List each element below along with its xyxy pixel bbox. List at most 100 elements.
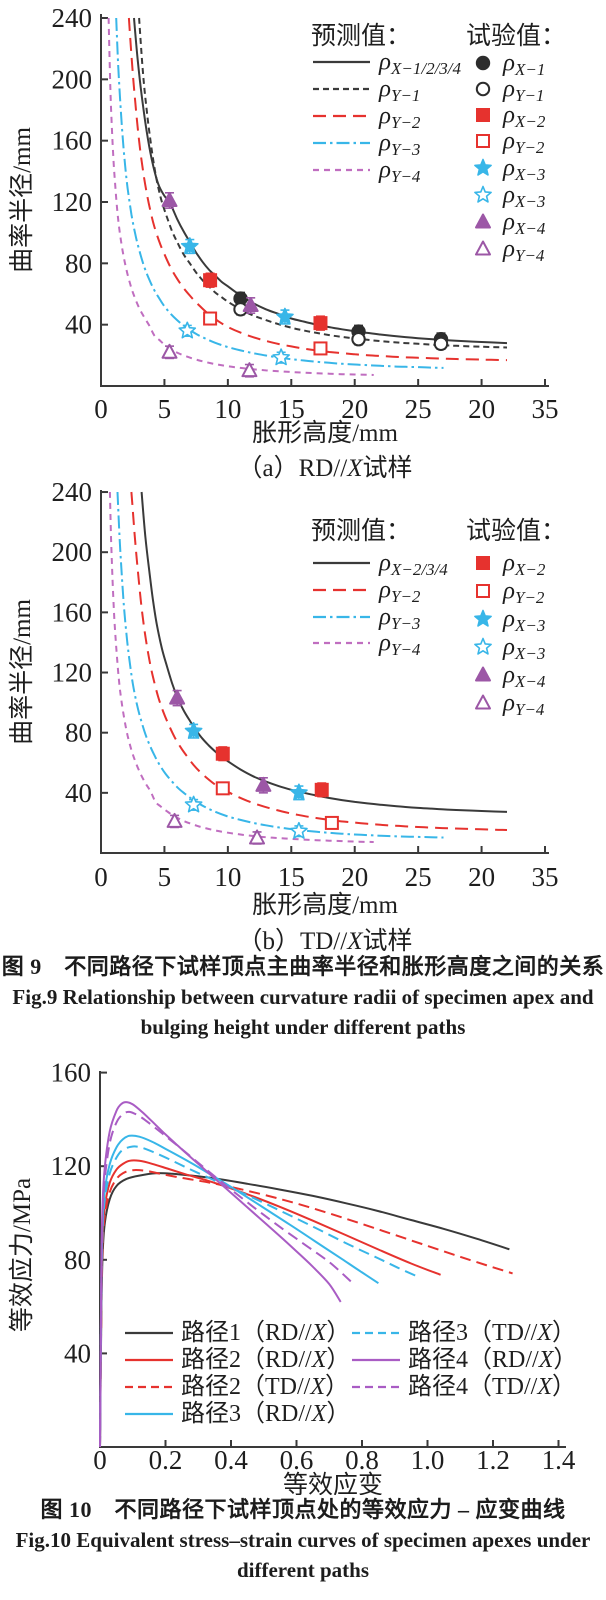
x-tick-label: 0.4 xyxy=(214,1445,248,1475)
square-marker xyxy=(215,781,230,796)
y-axis-title: 等效应力/MPa xyxy=(8,1178,36,1332)
y-tick-label: 200 xyxy=(52,64,93,94)
fig10-caption-en1: Fig.10 Equivalent stress–strain curves o… xyxy=(15,1528,591,1552)
star-marker xyxy=(474,637,492,655)
x-tick-label: 20 xyxy=(468,394,495,424)
fig10-block: 0 0.2 0.4 0.6 0.8 1.0 1.2 1.4 40 80 120 160 等效应变 等效应力… xyxy=(0,1055,606,1495)
triangle-marker xyxy=(161,343,178,359)
text-label: 路径1（RD//X） xyxy=(181,1319,350,1346)
x-tick-label: 0 xyxy=(93,1445,107,1475)
legend-label: ρY−2 xyxy=(502,128,545,157)
triangle-marker xyxy=(475,213,491,229)
x-tick-label: 1.4 xyxy=(542,1445,576,1475)
x-tick-label: 20 xyxy=(341,394,368,424)
star-marker xyxy=(474,158,492,176)
stress-curve-4 xyxy=(99,1145,419,1448)
y-tick-label: 200 xyxy=(52,537,93,567)
series-star-open xyxy=(184,795,308,839)
legend-label: ρY−2 xyxy=(502,578,545,607)
y-tick-label: 80 xyxy=(65,248,92,278)
stress-curve-2 xyxy=(99,1169,513,1448)
series-square-open xyxy=(203,311,328,356)
y-tick-label: 120 xyxy=(52,658,93,688)
legend-label: ρX−1 xyxy=(502,50,545,79)
y-axis-title: 曲率半径/mm xyxy=(8,127,36,273)
x-axis-title: 胀形高度/mm xyxy=(252,891,398,919)
x-tick-label: 5 xyxy=(158,394,172,424)
x-axis-title: 等效应变 xyxy=(283,1471,383,1495)
legend-label: ρX−2 xyxy=(502,102,546,131)
circle-marker xyxy=(475,55,491,71)
x-tick-label: 25 xyxy=(405,862,432,892)
series-triangle-open xyxy=(166,812,266,845)
text-label: 路径4（TD//X） xyxy=(408,1373,576,1400)
fig10-caption-en2: different paths xyxy=(236,1558,370,1582)
x-tick-label: 10 xyxy=(214,862,241,892)
triangle-marker xyxy=(249,829,266,845)
fig9-caption-en2: bulging height under different paths xyxy=(140,1015,466,1039)
x-tick-label: 20 xyxy=(468,862,495,892)
text-label: （a）RD//X试样 xyxy=(237,454,412,481)
legend-label: ρY−2 xyxy=(378,577,421,606)
y-tick-label: 160 xyxy=(52,597,93,627)
x-tick-label: 35 xyxy=(532,394,559,424)
triangle-marker xyxy=(169,689,186,705)
square-marker xyxy=(313,316,328,331)
curve-rho-X−2/3/4 xyxy=(140,491,508,813)
square-marker xyxy=(476,584,490,598)
square-marker xyxy=(203,273,218,288)
fig10-caption-cn: 图 10 不同路径下试样顶点处的等效应力 – 应变曲线 xyxy=(40,1497,566,1522)
star-marker xyxy=(272,348,291,366)
legend-label: ρY−2 xyxy=(378,103,421,132)
legend-label: ρY−3 xyxy=(378,604,420,633)
legend-label: ρY−3 xyxy=(378,130,420,159)
legend-label: ρX−3 xyxy=(502,155,545,184)
x-axis-title: 胀形高度/mm xyxy=(252,419,398,447)
square-marker xyxy=(313,341,328,356)
circle-marker xyxy=(433,336,449,352)
y-tick-label: 120 xyxy=(51,1151,92,1181)
text-label: 路径3（TD//X） xyxy=(408,1319,576,1346)
y-tick-label: 240 xyxy=(52,477,93,507)
series-triangle-filled xyxy=(169,689,272,794)
star-marker xyxy=(180,237,199,255)
fig9b-chart: 0 5 10 15 20 25 20 35 40 80 120 160 200 240 胀形高度/mm 曲率半… xyxy=(8,477,566,954)
circle-marker xyxy=(475,81,491,97)
x-tick-label: 20 xyxy=(341,862,368,892)
triangle-marker xyxy=(475,666,491,682)
star-marker xyxy=(184,721,203,739)
y-tick-label: 240 xyxy=(52,3,93,33)
y-tick-label: 40 xyxy=(65,778,92,808)
square-marker xyxy=(324,815,339,830)
legend-header-experimental: 试验值： xyxy=(466,22,566,50)
series-star-open xyxy=(178,321,291,366)
x-tick-label: 5 xyxy=(158,862,172,892)
square-marker xyxy=(476,556,490,570)
curve-rho-Y−2 xyxy=(130,491,508,831)
legend-label: ρX−2/3/4 xyxy=(378,550,448,579)
curve-rho-Y−1 xyxy=(138,17,508,349)
y-tick-label: 80 xyxy=(64,1245,91,1275)
star-marker xyxy=(474,609,492,627)
fig9-caption-cn: 图 9 不同路径下试样顶点主曲率半径和胀形高度之间的关系 xyxy=(1,954,605,979)
series-star-filled xyxy=(180,237,294,325)
x-tick-label: 0.2 xyxy=(149,1445,183,1475)
fig9-caption-en1: Fig.9 Relationship between curvature rad… xyxy=(12,985,594,1009)
x-tick-label: 15 xyxy=(278,862,305,892)
star-marker xyxy=(289,783,308,801)
fig9a-block: 0 5 10 15 20 25 20 35 40 80 120 160 200 240 胀形高度/mm 曲率半… xyxy=(0,0,606,480)
y-tick-label: 40 xyxy=(64,1338,91,1368)
x-tick-label: 35 xyxy=(532,862,559,892)
legend-label: ρY−4 xyxy=(378,630,421,659)
legend-label: ρX−2 xyxy=(502,550,546,579)
legend-label: ρX−3 xyxy=(502,634,545,663)
square-marker xyxy=(215,746,230,761)
fig9b-block: 0 5 10 15 20 25 20 35 40 80 120 160 200 240 胀形高度/mm 曲率半… xyxy=(0,475,606,955)
x-tick-label: 0.8 xyxy=(345,1445,379,1475)
circle-marker xyxy=(351,332,366,347)
text-label: 路径3（RD//X） xyxy=(181,1400,350,1427)
legend-header-predicted: 预测值： xyxy=(311,22,411,50)
x-tick-label: 15 xyxy=(278,394,305,424)
star-marker xyxy=(184,795,203,813)
x-tick-label: 1.0 xyxy=(411,1445,445,1475)
